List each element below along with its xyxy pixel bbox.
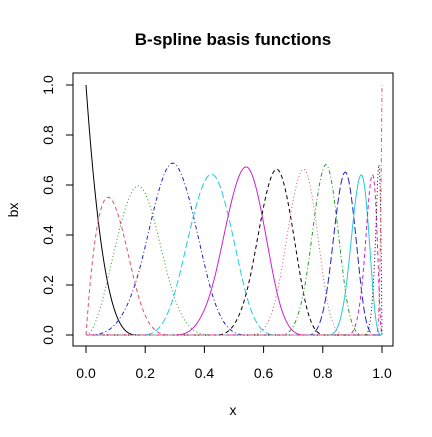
series-line-5 (86, 173, 382, 336)
series-line-12 (86, 173, 383, 336)
y-tick-label: 0.2 (40, 275, 56, 295)
series-line-10 (86, 171, 382, 336)
x-tick-label: 0.8 (313, 365, 333, 381)
series-line-4 (86, 162, 382, 336)
y-axis-label: bx (5, 203, 21, 218)
series-line-2 (85, 196, 382, 336)
series-layer (85, 84, 383, 336)
x-tick-label: 0.2 (135, 365, 155, 381)
y-tick-label: 1.0 (40, 75, 56, 95)
chart-title: B-spline basis functions (135, 30, 331, 49)
series-line-11 (86, 174, 383, 336)
x-tick-label: 0.0 (76, 365, 96, 381)
series-line-13 (86, 164, 383, 336)
series-line-6 (86, 166, 382, 336)
y-tick-label: 0.6 (40, 175, 56, 195)
plot-frame (72, 72, 394, 347)
x-tick-label: 0.6 (254, 365, 274, 381)
series-line-14 (86, 84, 383, 336)
y-tick-label: 0.8 (40, 125, 56, 145)
x-axis-label: x (230, 402, 237, 418)
series-line-7 (86, 168, 382, 336)
x-axis: 0.0 0.2 0.4 0.6 0.8 1.0 (76, 345, 392, 381)
series-line-1 (85, 84, 382, 336)
x-tick-label: 1.0 (372, 365, 392, 381)
y-axis: 0.0 0.2 0.4 0.6 0.8 1.0 (40, 75, 74, 345)
y-tick-label: 0.0 (40, 325, 56, 345)
x-tick-label: 0.4 (195, 365, 215, 381)
series-line-8 (86, 168, 382, 336)
y-tick-label: 0.4 (40, 225, 56, 245)
